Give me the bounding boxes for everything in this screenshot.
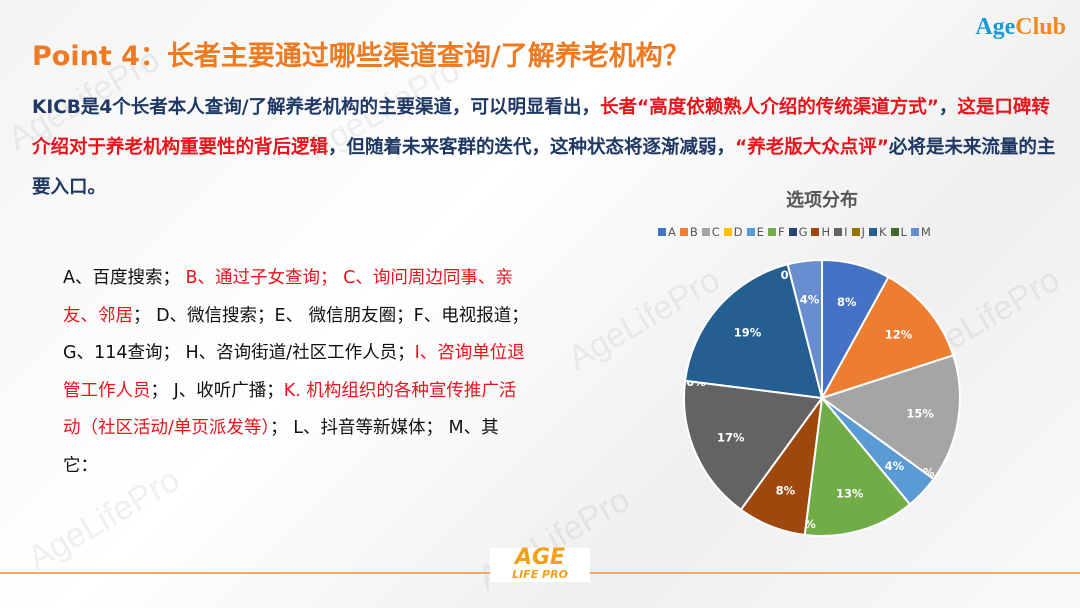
legend-label: G bbox=[798, 225, 808, 239]
legend-label: I bbox=[844, 225, 848, 239]
data-label-C: 15% bbox=[906, 407, 934, 421]
legend-label: F bbox=[777, 225, 785, 239]
options-list: A、百度搜索； B、通过子女查询； C、询问周边同事、亲友、邻居； D、微信搜索… bbox=[63, 260, 533, 485]
logo-part: Age bbox=[975, 14, 1016, 40]
legend-label: B bbox=[689, 225, 698, 239]
legend-item: A bbox=[658, 225, 676, 239]
text-segment: B、通过子女查询； C、询问周边同事、亲友、邻居 bbox=[63, 268, 513, 326]
legend-item: J bbox=[851, 225, 865, 239]
data-label-H: 8% bbox=[776, 483, 796, 497]
legend-swatch bbox=[701, 228, 710, 236]
text-segment: 必将是未来流量的主要入口。 bbox=[32, 137, 1056, 198]
text-segment: ； J、收听广播； bbox=[150, 380, 284, 401]
text-segment: A、百度搜索； bbox=[63, 268, 186, 288]
text-segment: ， bbox=[938, 97, 958, 118]
logo-main: AGE bbox=[514, 545, 566, 570]
agelifepro-logo: AGE LIFE PRO bbox=[490, 545, 590, 582]
legend-swatch bbox=[723, 228, 732, 236]
legend-item: M bbox=[910, 225, 931, 239]
data-label-F: 13% bbox=[836, 486, 864, 500]
legend-swatch bbox=[851, 228, 860, 236]
legend-label: A bbox=[668, 225, 676, 239]
pie-slice-C bbox=[819, 354, 961, 481]
pie-slice-M bbox=[786, 258, 823, 399]
legend-swatch bbox=[910, 228, 919, 236]
chart-title: 选项分布 bbox=[786, 190, 858, 211]
legend-label: M bbox=[920, 225, 931, 239]
pie-slice-F bbox=[803, 395, 912, 537]
legend-swatch bbox=[811, 228, 820, 236]
legend-item: G bbox=[788, 225, 808, 239]
text-segment: 长者“高度依赖熟人介绍的传统渠道方式” bbox=[600, 97, 939, 118]
legend-item: L bbox=[890, 225, 907, 239]
legend-label: C bbox=[711, 225, 720, 239]
text-segment: 这是口碑转介绍对于养老机构重要性的背后逻辑 bbox=[32, 97, 1050, 158]
legend-item: D bbox=[723, 225, 743, 239]
legend-item: I bbox=[834, 225, 848, 239]
data-label-M: 4% bbox=[800, 292, 820, 306]
legend-label: D bbox=[733, 225, 743, 239]
legend-swatch bbox=[868, 228, 877, 236]
legend-item: C bbox=[701, 225, 720, 239]
legend-label: K bbox=[878, 225, 887, 239]
legend-item: B bbox=[679, 225, 698, 239]
legend-swatch bbox=[746, 228, 755, 236]
data-label-I: 17% bbox=[717, 430, 745, 444]
text-segment: K. 机构组织的各种宣传推广活动（社区活动/单页派发等） bbox=[63, 380, 517, 439]
summary-paragraph: KICB是4个长者本人查询/了解养老机构的主要渠道，可以明显看出，长者“高度依赖… bbox=[32, 88, 1062, 208]
logo-part: Club bbox=[1015, 14, 1066, 40]
data-label-E: 4% bbox=[885, 459, 905, 473]
ageclub-logo: AgeClub bbox=[975, 14, 1066, 41]
legend-item: H bbox=[811, 225, 830, 239]
pie-slice-B bbox=[819, 275, 955, 400]
pie-slice-K bbox=[683, 263, 824, 400]
legend-swatch bbox=[788, 228, 797, 236]
text-segment: KICB是4个长者本人查询/了解养老机构的主要渠道，可以明显看出， bbox=[32, 97, 601, 118]
legend-swatch bbox=[890, 228, 899, 236]
page-title: Point 4：长者主要通过哪些渠道查询/了解养老机构？ bbox=[32, 41, 690, 72]
text-segment: ； D、微信搜索；E、 微信朋友圈；F、电视报道； G、114查询； H、咨询街… bbox=[63, 305, 529, 364]
legend-label: J bbox=[861, 225, 865, 239]
legend-swatch bbox=[834, 228, 843, 236]
pie-slice-I bbox=[683, 379, 824, 512]
legend-label: H bbox=[821, 225, 831, 239]
legend-swatch bbox=[767, 228, 776, 236]
legend-label: L bbox=[900, 225, 907, 239]
data-label-A: 8% bbox=[837, 295, 857, 309]
legend-item: F bbox=[767, 225, 785, 239]
legend-label: E bbox=[756, 225, 764, 239]
data-label-B: 12% bbox=[885, 328, 913, 342]
logo-sub: LIFE PRO bbox=[512, 568, 568, 581]
data-label-K: 19% bbox=[734, 325, 762, 339]
legend-swatch bbox=[679, 228, 688, 236]
legend-item: E bbox=[746, 225, 764, 239]
legend-swatch bbox=[658, 228, 666, 236]
text-segment: ，但随着未来客群的迭代，这种状态将逐渐减弱， bbox=[328, 137, 736, 158]
text-segment: “养老版大众点评” bbox=[735, 137, 889, 158]
legend-item: K bbox=[868, 225, 887, 239]
text-segment: I、咨询单位退管工作人员 bbox=[63, 343, 525, 401]
text-segment: ； L、抖音等新媒体； M、其它： bbox=[63, 418, 499, 476]
